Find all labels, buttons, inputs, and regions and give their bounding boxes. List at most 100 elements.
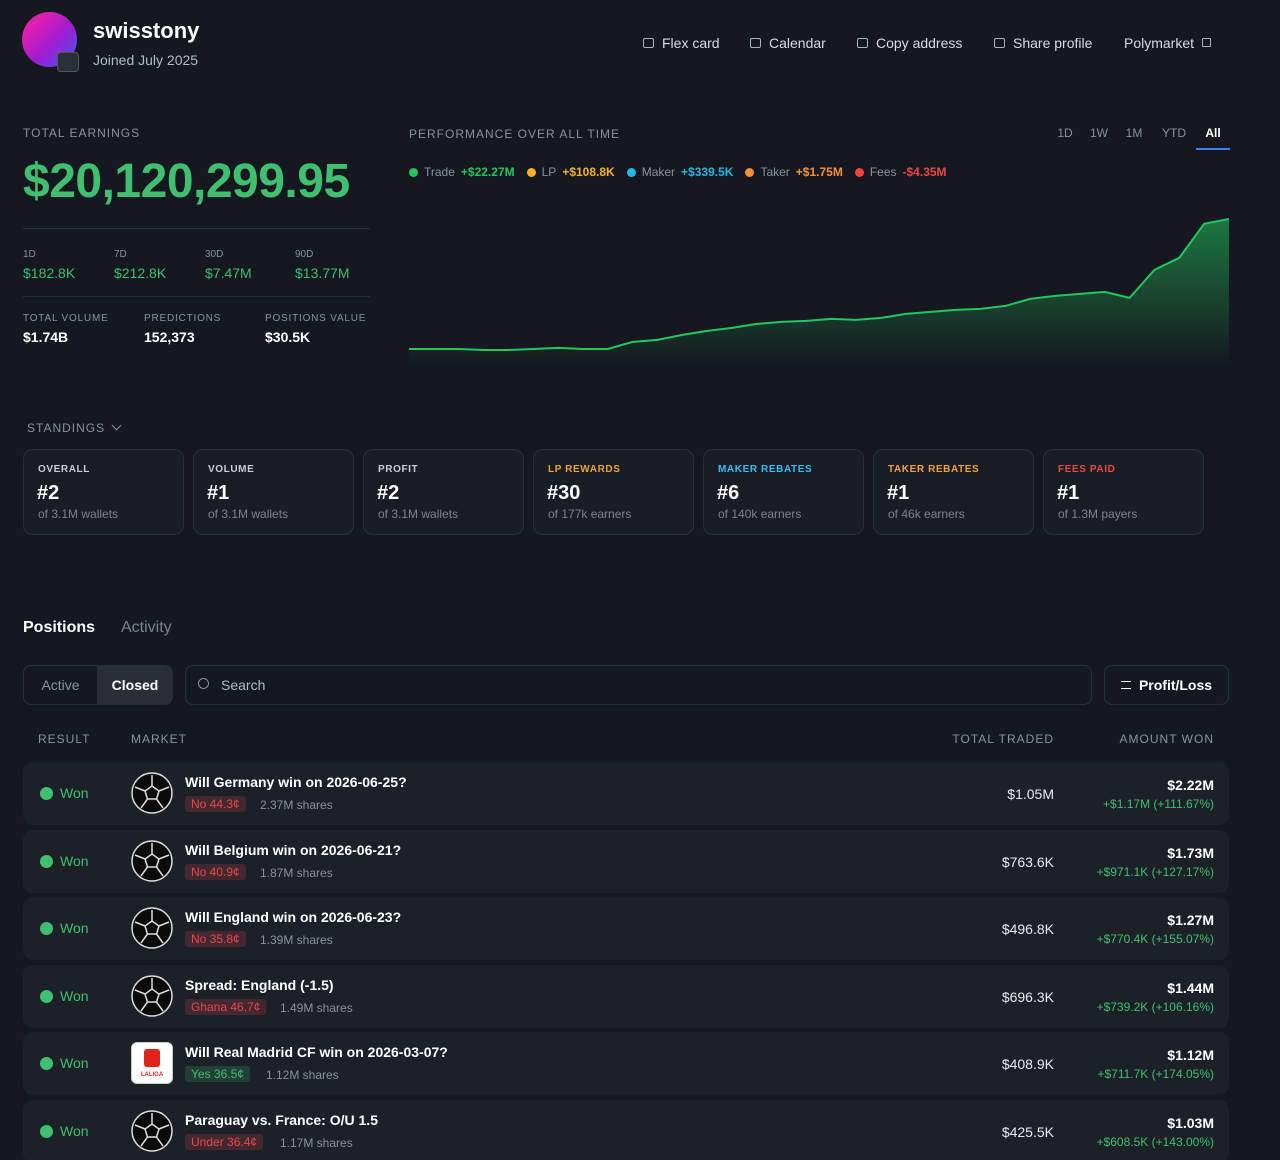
search-box[interactable]: Search — [185, 665, 1092, 705]
logo-text: LALIGA — [140, 1072, 164, 1078]
period-label: 30D — [205, 249, 224, 260]
ball-icon — [131, 974, 173, 1017]
legend-dot — [854, 167, 864, 177]
position-row[interactable]: Won Spread: England (-1.5) Ghana 46.7¢ 1.49… — [23, 964, 1229, 1028]
market-icon — [131, 839, 173, 882]
tab[interactable]: Activity — [121, 619, 172, 636]
range-underline — [1196, 148, 1230, 150]
standing-card: OVERALL #2 of 3.1M wallets — [23, 449, 184, 535]
card-rank: #30 — [547, 482, 581, 504]
performance-chart — [409, 218, 1229, 365]
change: +$770.4K (+155.07%) — [1096, 932, 1214, 946]
won-icon — [40, 989, 53, 1003]
result: Won — [60, 785, 89, 801]
market-title[interactable]: Spread: England (-1.5) — [185, 976, 334, 993]
legend-item: Fees -$4.35M — [854, 165, 947, 179]
card-rank: #2 — [37, 482, 60, 504]
range-tab[interactable]: YTD — [1162, 126, 1186, 140]
card-title: TAKER REBATES — [888, 464, 980, 475]
standing-card: TAKER REBATES #1 of 46k earners — [873, 449, 1034, 535]
shares: 1.49M shares — [280, 1000, 353, 1015]
card-rank: #1 — [887, 482, 910, 504]
won-icon — [40, 1057, 53, 1070]
legend-item: Maker +$339.5K — [626, 166, 733, 178]
change: +$711.7K (+174.05%) — [1097, 1067, 1214, 1081]
position-row[interactable]: Won Will Belgium win on 2026-06-21? No 40.… — [23, 829, 1229, 893]
legend: Trade +$22.27M LP +$108.8K Maker +$339.5K Take… — [409, 166, 947, 178]
legend-name: Trade — [424, 165, 455, 179]
position-row[interactable]: Won Will Germany win on 2026-06-25? No 44.… — [23, 762, 1229, 825]
standing-card: VOLUME #1 of 3.1M wallets — [193, 449, 354, 535]
nav-label: Copy address — [876, 34, 963, 51]
market-title[interactable]: Will Germany win on 2026-06-25? — [185, 774, 407, 790]
shares: 2.37M shares — [260, 798, 333, 812]
nav-button[interactable]: Flex card — [643, 34, 720, 51]
legend-dot — [745, 167, 755, 177]
amount-won: $2.22M — [1167, 777, 1214, 793]
period-label: 7D — [114, 249, 127, 260]
market-title[interactable]: Will Real Madrid CF win on 2026-03-07? — [185, 1044, 448, 1060]
shares: 1.17M shares — [280, 1135, 353, 1150]
ball-icon — [131, 907, 173, 949]
stat-value: $1.74B — [23, 329, 69, 345]
stat-label: TOTAL VOLUME — [23, 313, 109, 324]
outcome-badge: Under 36.4¢ — [185, 1133, 264, 1150]
stat-label: PREDICTIONS — [144, 313, 222, 324]
result: Won — [60, 852, 89, 869]
market-icon — [131, 1109, 173, 1152]
change: +$1.17M (+111.67%) — [1103, 797, 1214, 811]
card-sub: of 3.1M wallets — [208, 507, 289, 521]
won-icon — [40, 787, 53, 800]
card-title: FEES PAID — [1058, 464, 1116, 475]
card-sub: of 177k earners — [548, 507, 632, 521]
nav-button[interactable]: Calendar — [750, 34, 826, 51]
nav-icon — [750, 37, 761, 48]
column-header: TOTAL TRADED — [952, 732, 1054, 746]
market-title[interactable]: Will England win on 2026-06-23? — [185, 909, 402, 925]
legend-dot — [626, 167, 636, 177]
sort-button[interactable]: Profit/Loss — [1104, 665, 1229, 705]
filter-button[interactable]: Closed — [97, 666, 172, 704]
market-title[interactable]: Paraguay vs. France: O/U 1.5 — [185, 1111, 378, 1128]
change: +$608.5K (+143.00%) — [1096, 1134, 1214, 1149]
standings-title[interactable]: STANDINGS — [27, 421, 106, 435]
position-row[interactable]: Won Will England win on 2026-06-23? No 35.… — [23, 897, 1229, 960]
card-rank: #1 — [207, 482, 230, 504]
range-tab[interactable]: 1M — [1125, 126, 1143, 140]
legend-name: Taker — [760, 165, 790, 179]
amount-won: $1.73M — [1167, 844, 1214, 861]
outcome-badge: No 44.3¢ — [185, 796, 246, 812]
shares: 1.12M shares — [266, 1068, 339, 1082]
position-row[interactable]: Won Paraguay vs. France: O/U 1.5 Under 36.… — [23, 1099, 1229, 1160]
sort-label: Profit/Loss — [1138, 677, 1213, 693]
search-icon — [198, 678, 209, 689]
amount-won: $1.03M — [1167, 1114, 1214, 1131]
outcome-badge: No 35.8¢ — [185, 931, 246, 947]
total-traded: $425.5K — [1001, 1123, 1054, 1140]
ball-icon — [131, 1109, 173, 1152]
range-tab[interactable]: 1W — [1090, 126, 1108, 140]
market-icon — [131, 772, 173, 814]
standing-card: MAKER REBATES #6 of 140k earners — [703, 449, 864, 535]
filter-button[interactable]: Active — [41, 677, 80, 693]
nav-button[interactable]: Share profile — [994, 34, 1092, 51]
position-row[interactable]: Won LALIGA Will Real Madrid CF win on 2026… — [23, 1032, 1229, 1095]
total-traded: $496.8K — [1001, 921, 1054, 937]
nav-label: Share profile — [1013, 34, 1093, 51]
outcome-badge: No 40.9¢ — [185, 863, 246, 880]
card-title: LP REWARDS — [548, 464, 621, 475]
tab[interactable]: Positions — [23, 619, 96, 636]
card-title: VOLUME — [208, 464, 255, 475]
nav-button[interactable]: Copy address — [857, 34, 962, 51]
standing-card: LP REWARDS #30 of 177k earners — [533, 449, 694, 535]
nav-button[interactable]: Polymarket — [1124, 34, 1212, 51]
card-title: OVERALL — [38, 464, 90, 475]
shares: 1.39M shares — [260, 933, 333, 947]
legend-value: -$4.35M — [902, 165, 947, 179]
market-title[interactable]: Will Belgium win on 2026-06-21? — [185, 841, 402, 858]
range-tab[interactable]: All — [1205, 126, 1221, 140]
crown-badge — [57, 52, 79, 72]
range-tab[interactable]: 1D — [1057, 126, 1073, 140]
